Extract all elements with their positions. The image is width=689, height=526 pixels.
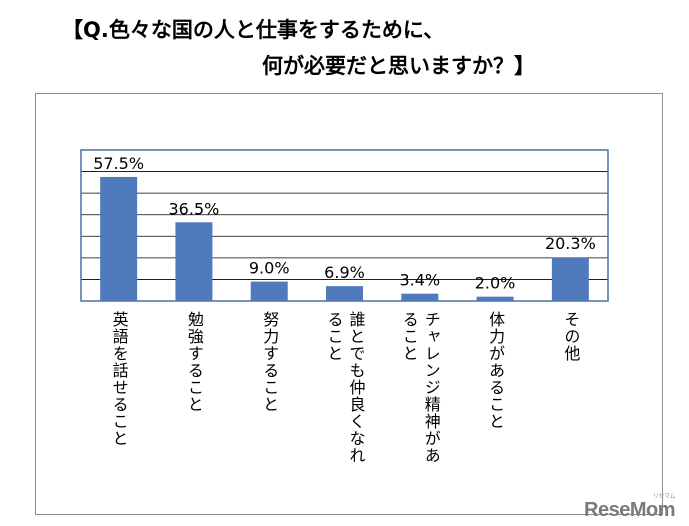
data-label: 9.0% [249,259,290,278]
resemom-logo: ReseMom リセマム [584,494,675,522]
data-label: 20.3% [545,234,596,253]
bar [100,176,138,301]
category-label: チャレンジ精神があ ること [399,311,441,464]
chart-frame [35,93,663,515]
bar [175,222,213,301]
bar [551,257,589,301]
category-label: 勉強すること [184,311,204,413]
category-label: 誰とでも仲良くなれ ること [324,311,366,464]
category-label: 努力すること [260,311,280,413]
logo-small-text: リセマム [652,494,676,500]
bar [326,286,363,301]
data-label: 2.0% [475,274,516,293]
data-label: 57.5% [93,154,144,173]
bar [401,293,439,301]
category-label: その他 [561,311,581,362]
data-label: 3.4% [399,271,440,290]
bar [250,281,288,301]
bar [476,296,514,301]
logo-text: ReseMom [584,499,675,521]
data-label: 36.5% [169,199,220,218]
category-label: 体力があること [486,311,506,430]
data-label: 6.9% [324,263,365,282]
chart-title-line-2: 何が必要だと思いますか？】 [262,54,535,78]
category-label: 英語を話せること [109,311,129,447]
chart-title-line-1: 【Q.色々な国の人と仕事をするために、 [62,18,445,42]
